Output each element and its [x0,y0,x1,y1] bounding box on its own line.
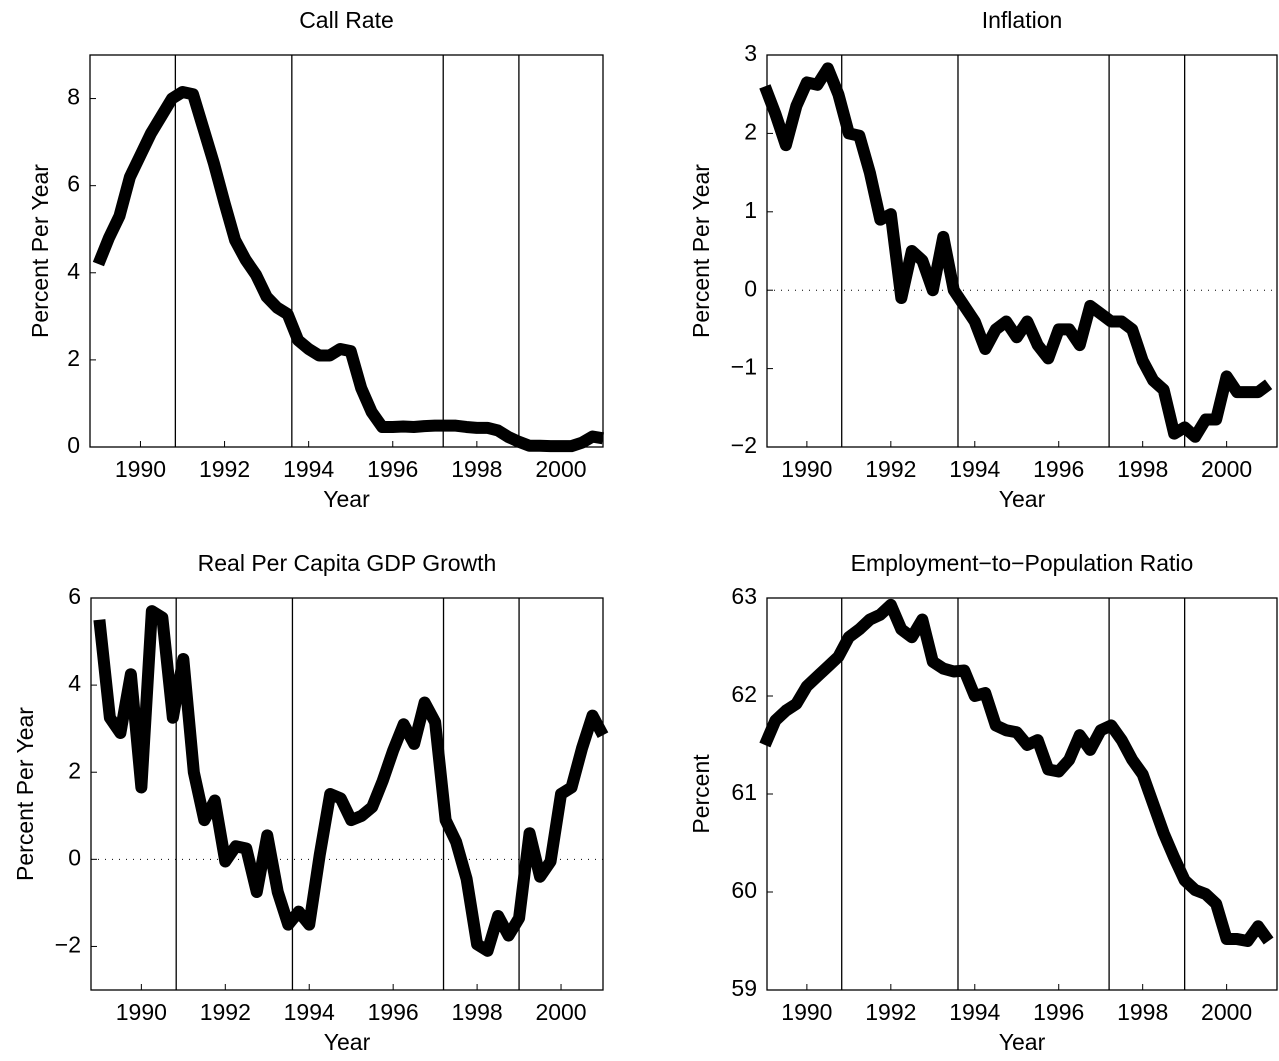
y-tick-label: −2 [55,932,81,958]
plot-frame [90,597,604,991]
y-tick-label: 60 [731,877,757,903]
x-axis-label: Year [999,486,1046,512]
y-tick-label: 61 [731,779,757,805]
plot-frame [766,54,1278,448]
x-tick-label: 1992 [200,999,251,1025]
x-axis-label: Year [323,486,370,512]
x-tick-label: 1998 [451,456,502,482]
x-tick-label: 1998 [1117,456,1168,482]
y-tick-label: 62 [731,681,757,707]
plot-frame [89,54,604,448]
plot-frame [766,597,1278,991]
y-tick-label: 6 [68,583,81,609]
chart-title: Real Per Capita GDP Growth [198,550,497,576]
x-axis-label: Year [999,1029,1046,1055]
y-tick-label: 59 [731,975,757,1001]
y-tick-label: 8 [67,84,80,110]
data-line [93,605,609,957]
x-tick-label: 1996 [1033,999,1084,1025]
y-tick-label: 0 [744,275,757,301]
x-tick-label: 1994 [949,456,1000,482]
chart-title: Inflation [982,7,1063,33]
x-tick-label: 1994 [284,999,335,1025]
x-tick-label: 1992 [865,456,916,482]
y-axis-label: Percent [688,754,714,834]
y-tick-label: −2 [731,432,757,458]
x-tick-label: 1996 [368,999,419,1025]
y-tick-label: 63 [731,583,757,609]
y-tick-label: 4 [67,258,80,284]
x-tick-label: 1990 [781,456,832,482]
x-tick-label: 2000 [1201,999,1252,1025]
y-tick-label: 2 [68,757,81,783]
y-tick-label: 0 [67,432,80,458]
data-line [92,86,604,453]
x-tick-label: 1992 [865,999,916,1025]
chart-title: Employment−to−Population Ratio [851,550,1194,576]
data-line [759,598,1274,947]
y-axis-label: Percent Per Year [27,164,53,338]
x-tick-label: 1998 [452,999,503,1025]
y-tick-label: 3 [744,40,757,66]
x-tick-label: 2000 [1201,456,1252,482]
x-tick-label: 1996 [1033,456,1084,482]
y-tick-label: 4 [68,670,81,696]
x-tick-label: 1996 [367,456,418,482]
x-tick-label: 1998 [1117,999,1168,1025]
y-tick-label: 2 [744,118,757,144]
y-tick-label: 0 [68,844,81,870]
x-tick-label: 1990 [115,456,166,482]
x-tick-label: 2000 [535,999,586,1025]
y-axis-label: Percent Per Year [688,164,714,338]
x-tick-label: 2000 [535,456,586,482]
chart-title: Call Rate [299,7,394,33]
x-tick-label: 1990 [116,999,167,1025]
y-tick-label: 2 [67,345,80,371]
y-axis-label: Percent Per Year [12,707,38,881]
y-tick-label: 6 [67,171,80,197]
y-tick-label: 1 [744,197,757,223]
x-tick-label: 1990 [781,999,832,1025]
x-tick-label: 1994 [283,456,334,482]
x-tick-label: 1992 [199,456,250,482]
x-tick-label: 1994 [949,999,1000,1025]
x-axis-label: Year [324,1029,371,1055]
data-line [759,62,1273,443]
y-tick-label: −1 [731,354,757,380]
